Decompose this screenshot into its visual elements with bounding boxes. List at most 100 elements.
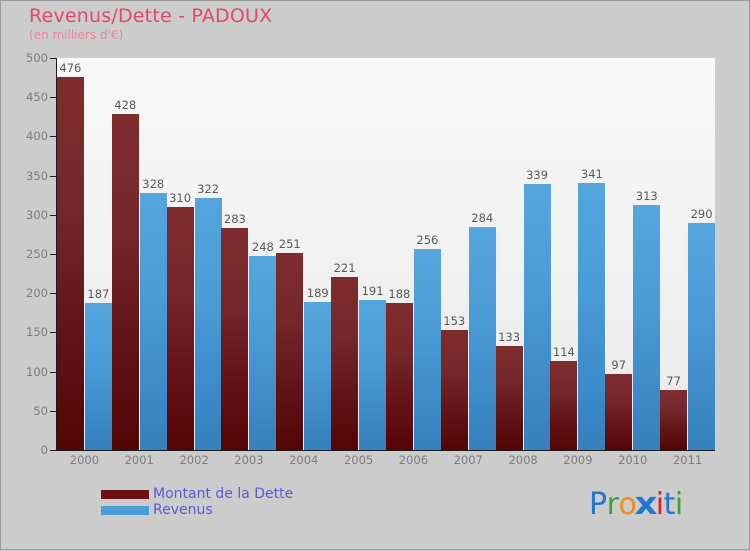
chart-legend: Montant de la Dette Revenus (101, 486, 293, 518)
bar-value-label: 77 (666, 373, 681, 388)
x-axis-tick-label: 2009 (563, 453, 593, 467)
bar-value-label: 189 (306, 285, 329, 300)
bar-value-label: 428 (114, 98, 137, 113)
bar-montant-de-la-dette-2010 (605, 373, 633, 450)
bar-revenus-2003 (249, 255, 277, 450)
x-axis-tick-label: 2004 (289, 453, 319, 467)
bar-montant-de-la-dette-2002 (166, 206, 194, 450)
bar-value-label: 248 (251, 239, 274, 254)
logo-letter: o (618, 487, 637, 522)
x-axis-tick-label: 2005 (343, 453, 374, 467)
proxiti-logo: Proxiti (589, 487, 683, 522)
x-axis-tick-label: 2011 (672, 453, 703, 467)
legend-swatch (101, 505, 149, 515)
y-axis-tick-label: 0 (40, 443, 48, 457)
x-axis-tick-label: 2000 (69, 453, 100, 467)
bar-revenus-2009 (578, 182, 606, 450)
bar-revenus-2008 (523, 184, 551, 450)
y-axis-tick (50, 332, 57, 334)
x-axis-tick-label: 2002 (179, 453, 209, 467)
bar-montant-de-la-dette-2009 (550, 360, 578, 450)
y-axis-tick-label: 250 (26, 247, 48, 261)
y-axis-tick-label: 200 (26, 286, 48, 301)
logo-letter: t (663, 487, 676, 522)
legend-label: Revenus (153, 502, 213, 518)
x-axis-tick-label: 2006 (398, 453, 429, 467)
logo-letter: i (655, 487, 664, 522)
logo-letter: x (634, 486, 658, 522)
bar-montant-de-la-dette-2008 (495, 345, 523, 450)
legend-label: Montant de la Dette (153, 486, 294, 502)
y-axis-tick (50, 136, 57, 138)
bar-value-label: 97 (611, 357, 627, 372)
bar-value-label: 191 (361, 284, 384, 299)
logo-letter: r (606, 487, 619, 522)
y-axis-labels: 0 50 100 150 200 250 300 350 400 450 500 (1, 1, 48, 551)
y-axis-tick (50, 293, 57, 295)
legend-swatch (101, 489, 149, 499)
bar-value-label: 114 (552, 344, 575, 359)
bar-value-label: 476 (59, 60, 82, 75)
bar-revenus-2007 (468, 227, 496, 450)
bar-value-label: 290 (690, 206, 713, 221)
bar-montant-de-la-dette-2006 (385, 302, 413, 450)
bar-montant-de-la-dette-2000 (56, 76, 84, 450)
bar-revenus-2010 (633, 204, 661, 450)
bar-value-label: 322 (197, 181, 220, 196)
y-axis-tick (50, 450, 57, 451)
page-title: Revenus/Dette - PADOUX (29, 5, 273, 27)
bar-montant-de-la-dette-2004 (276, 253, 304, 450)
bar-value-label: 284 (471, 211, 494, 226)
bar-value-label: 341 (580, 166, 603, 181)
y-axis-tick-label: 100 (26, 364, 48, 379)
bar-montant-de-la-dette-2011 (660, 389, 688, 450)
logo-letter: P (589, 487, 607, 522)
bar-value-label: 251 (278, 237, 301, 252)
title-block: Revenus/Dette - PADOUX (en milliers d'€) (29, 5, 272, 43)
bar-value-label: 256 (416, 233, 439, 248)
bar-value-label: 133 (498, 329, 521, 344)
y-axis-tick-label: 450 (26, 90, 48, 105)
bar-value-label: 283 (223, 212, 246, 227)
bar-value-label: 310 (169, 190, 192, 205)
y-axis-tick-label: 400 (26, 129, 48, 144)
bar-revenus-2001 (139, 192, 167, 450)
legend-item[interactable]: Revenus (101, 502, 293, 518)
x-axis-tick-label: 2001 (124, 453, 154, 467)
bar-value-label: 328 (142, 176, 165, 191)
y-axis-tick-label: 350 (26, 168, 48, 183)
bar-montant-de-la-dette-2005 (331, 276, 359, 450)
y-axis-tick-label: 300 (26, 207, 48, 222)
y-axis-tick (50, 58, 57, 59)
bar-value-label: 153 (443, 314, 466, 329)
y-axis-tick-label: 150 (26, 325, 48, 340)
logo-letter: i (674, 487, 683, 522)
bar-revenus-2004 (304, 301, 332, 450)
bar-value-label: 187 (87, 287, 110, 302)
bar-montant-de-la-dette-2007 (440, 330, 468, 450)
bar-value-label: 313 (635, 188, 658, 203)
x-axis-tick-label: 2010 (618, 453, 648, 467)
bar-revenus-2002 (194, 197, 222, 450)
bar-revenus-2006 (413, 249, 441, 450)
y-axis-tick (50, 175, 57, 177)
y-axis-tick (50, 214, 57, 216)
x-axis-line (56, 450, 715, 451)
x-axis-tick-label: 2007 (453, 453, 483, 467)
y-axis-tick (50, 97, 57, 99)
bar-value-label: 188 (388, 286, 411, 301)
bar-revenus-2005 (359, 300, 387, 450)
chart-subtitle: (en milliers d'€) (29, 28, 124, 42)
bar-montant-de-la-dette-2003 (221, 228, 249, 450)
bar-revenus-2011 (688, 222, 716, 450)
legend-item[interactable]: Montant de la Dette (101, 486, 293, 502)
x-axis-tick-label: 2003 (234, 453, 264, 467)
bar-revenus-2000 (84, 303, 112, 450)
bar-montant-de-la-dette-2001 (111, 114, 139, 450)
bar-value-label: 221 (333, 260, 356, 275)
y-axis-tick-label: 50 (33, 403, 48, 418)
y-axis-tick (50, 254, 57, 255)
y-axis-tick (50, 410, 57, 412)
y-axis-tick (50, 371, 57, 373)
